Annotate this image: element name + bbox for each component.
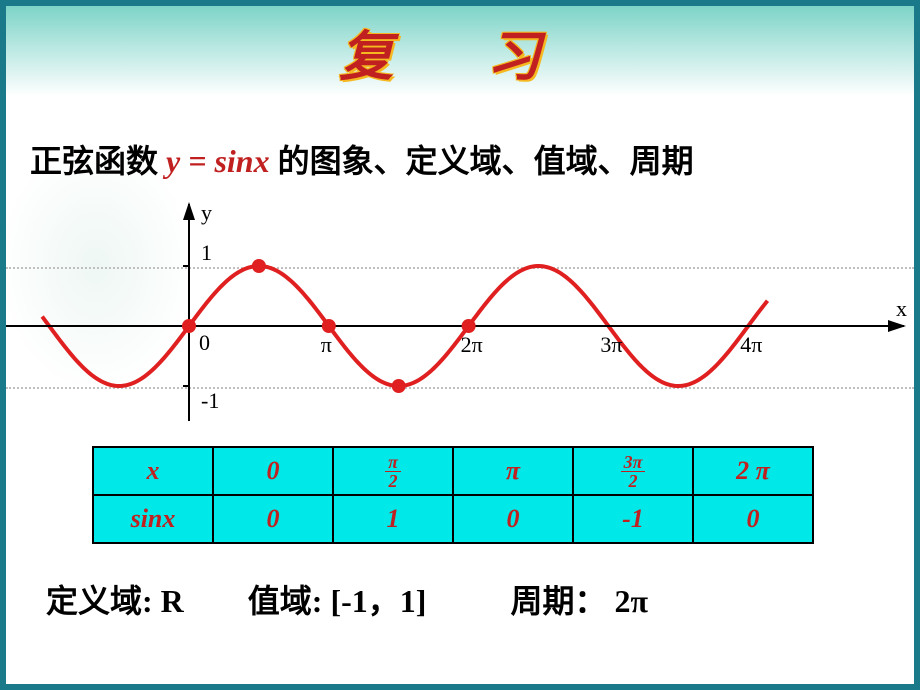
slide: 复 习 正弦函数 y = sinx 的图象、定义域、值域、周期 yx01-1π2… [6, 6, 914, 684]
svg-text:0: 0 [199, 330, 210, 355]
table-cell: π [453, 447, 573, 495]
svg-text:4π: 4π [740, 332, 762, 357]
values-table: x 0 π2 π 3π2 2 π sinx 0 1 0 -1 0 [92, 446, 814, 544]
sine-chart: y x 0 1 -1 π 2π 3π 4π [6, 196, 914, 426]
table-cell: 0 [213, 447, 333, 495]
period-label: 周期： [510, 583, 606, 619]
sine-svg: y x 0 1 -1 π 2π 3π 4π [6, 196, 914, 426]
range-item: 值域: [-1，1] [248, 576, 427, 622]
svg-text:x: x [896, 296, 907, 321]
domain-value: R [161, 583, 184, 619]
table-cell: 2 π [693, 447, 813, 495]
period-item: 周期： 2π [510, 576, 648, 622]
table-row: x 0 π2 π 3π2 2 π [93, 447, 813, 495]
bottom-row: 定义域: R 值域: [-1，1] 周期： 2π [46, 576, 894, 622]
period-value: 2π [614, 583, 648, 619]
range-value: [-1，1] [330, 583, 426, 619]
table-cell: 0 [453, 495, 573, 543]
subtitle-formula: y = sinx [166, 143, 270, 179]
range-label: 值域: [248, 583, 331, 619]
table-cell: 0 [213, 495, 333, 543]
table-cell: -1 [573, 495, 693, 543]
svg-text:π: π [321, 332, 332, 357]
svg-text:3π: 3π [600, 332, 622, 357]
table-header-sinx: sinx [93, 495, 213, 543]
svg-text:1: 1 [201, 240, 212, 265]
svg-text:-1: -1 [201, 388, 219, 413]
domain-item: 定义域: R [46, 576, 184, 622]
domain-label: 定义域: [46, 583, 161, 619]
table-cell: 1 [333, 495, 453, 543]
table-row: sinx 0 1 0 -1 0 [93, 495, 813, 543]
subtitle-suffix: 的图象、定义域、值域、周期 [278, 143, 694, 179]
table-cell: 0 [693, 495, 813, 543]
svg-text:2π: 2π [461, 332, 483, 357]
slide-title: 复 习 [6, 12, 914, 91]
svg-text:y: y [201, 200, 212, 225]
table-cell: π2 [333, 447, 453, 495]
table-header-x: x [93, 447, 213, 495]
table-cell: 3π2 [573, 447, 693, 495]
subtitle: 正弦函数 y = sinx 的图象、定义域、值域、周期 [30, 136, 694, 182]
subtitle-prefix: 正弦函数 [30, 143, 166, 179]
